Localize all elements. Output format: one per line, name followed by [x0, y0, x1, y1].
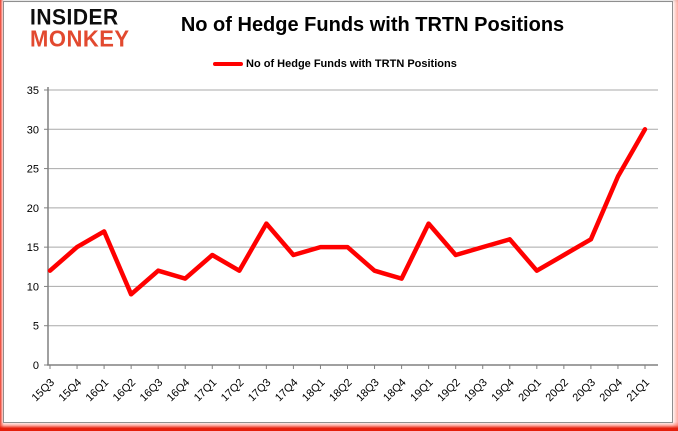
- svg-text:10: 10: [27, 281, 39, 293]
- svg-text:16Q4: 16Q4: [165, 377, 193, 405]
- svg-text:17Q4: 17Q4: [273, 377, 301, 405]
- svg-text:20Q2: 20Q2: [543, 377, 571, 405]
- svg-text:20: 20: [27, 203, 39, 215]
- insider-monkey-logo: INSIDER MONKEY: [30, 5, 130, 52]
- svg-text:0: 0: [33, 360, 39, 372]
- svg-text:17Q1: 17Q1: [192, 377, 220, 405]
- svg-text:25: 25: [27, 164, 39, 176]
- svg-text:19Q3: 19Q3: [462, 377, 490, 405]
- svg-text:15: 15: [27, 242, 39, 254]
- legend-label: No of Hedge Funds with TRTN Positions: [246, 58, 457, 70]
- svg-text:18Q3: 18Q3: [354, 377, 382, 405]
- svg-text:20Q1: 20Q1: [516, 377, 544, 405]
- svg-text:17Q3: 17Q3: [246, 377, 274, 405]
- frame-glow-bottom: [0, 422, 678, 431]
- svg-text:18Q1: 18Q1: [300, 377, 328, 405]
- frame-glow-right: [672, 0, 678, 431]
- svg-text:16Q1: 16Q1: [84, 377, 112, 405]
- svg-text:19Q2: 19Q2: [435, 377, 463, 405]
- svg-text:21Q1: 21Q1: [625, 377, 653, 405]
- svg-text:20Q3: 20Q3: [571, 377, 599, 405]
- svg-text:5: 5: [33, 321, 39, 333]
- svg-text:16Q3: 16Q3: [138, 377, 166, 405]
- svg-text:16Q2: 16Q2: [111, 377, 139, 405]
- svg-text:15Q4: 15Q4: [57, 377, 85, 405]
- svg-text:20Q4: 20Q4: [598, 377, 626, 405]
- svg-text:19Q4: 19Q4: [489, 377, 517, 405]
- chart-title: No of Hedge Funds with TRTN Positions: [180, 14, 565, 36]
- svg-text:18Q2: 18Q2: [327, 377, 355, 405]
- logo-word-monkey: MONKEY: [30, 25, 130, 52]
- frame-glow-left: [0, 0, 4, 431]
- logo-word-insider: INSIDER: [30, 5, 119, 30]
- chart-legend: No of Hedge Funds with TRTN Positions: [213, 58, 457, 70]
- svg-text:15Q3: 15Q3: [30, 377, 58, 405]
- svg-text:30: 30: [27, 124, 39, 136]
- svg-text:18Q4: 18Q4: [381, 377, 409, 405]
- svg-text:19Q1: 19Q1: [408, 377, 436, 405]
- svg-text:17Q2: 17Q2: [219, 377, 247, 405]
- svg-text:35: 35: [27, 85, 39, 97]
- legend-line-swatch: [213, 62, 243, 66]
